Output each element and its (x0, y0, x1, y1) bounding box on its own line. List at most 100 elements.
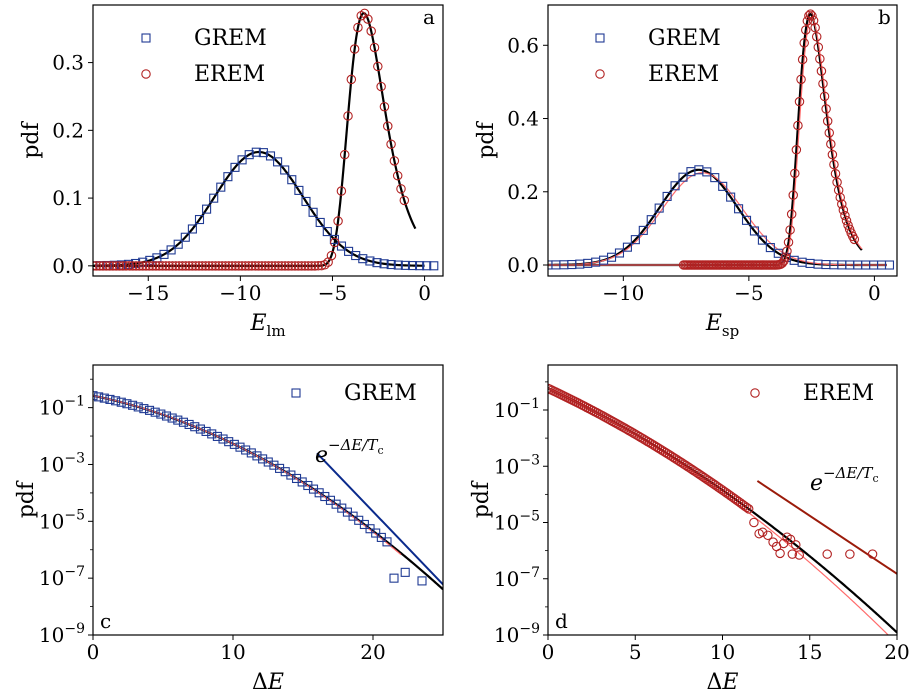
grem-point (407, 261, 418, 271)
x-tick-label: 5 (629, 640, 642, 664)
erem-point (154, 261, 164, 271)
y-tick-label: 0.6 (507, 33, 539, 57)
legend-label-grem: GREM (194, 26, 267, 51)
x-tick-label: 10 (710, 640, 735, 664)
grem-point (379, 259, 389, 269)
erem-point (808, 15, 819, 26)
grem-point (93, 391, 98, 401)
grem-point (702, 167, 712, 177)
grem-point (258, 148, 268, 158)
erem-point (838, 205, 849, 215)
erem-point (822, 549, 832, 559)
grem-point (315, 217, 325, 228)
erem-point (786, 209, 797, 219)
panel-label: c (100, 609, 111, 633)
erem-point (833, 185, 844, 195)
erem-point (131, 261, 141, 271)
erem-point (346, 74, 357, 85)
grem-point (757, 235, 767, 245)
y-tick-label: 10−1 (39, 394, 85, 420)
erem-point (399, 195, 410, 206)
grem-point (372, 258, 382, 268)
erem-point (141, 261, 151, 271)
fit-curve (93, 394, 443, 591)
grem-point (662, 191, 672, 201)
x-axis-label: Esp (705, 311, 739, 340)
x-tick-label: −10 (602, 281, 644, 305)
grem-point (614, 248, 625, 258)
grem-point (429, 261, 439, 271)
erem-point (101, 261, 111, 271)
erem-point (280, 261, 290, 271)
grem-point (128, 400, 138, 410)
erem-point (326, 250, 337, 261)
grem-point (173, 239, 183, 249)
grem-point (301, 196, 311, 207)
erem-point (801, 25, 811, 35)
axes-frame (547, 4, 898, 277)
grem-point (252, 451, 262, 461)
erem-point (111, 261, 121, 271)
erem-point (763, 530, 773, 541)
erem-point (286, 261, 297, 271)
grem-point (265, 151, 276, 161)
grem-point (230, 162, 240, 172)
grem-point (622, 242, 632, 252)
grem-point (710, 173, 720, 183)
grem-point (741, 215, 752, 225)
erem-point (214, 261, 224, 271)
erem-point (104, 261, 115, 271)
grem-point (235, 442, 245, 452)
erem-point (785, 534, 796, 545)
erem-point (813, 42, 824, 53)
legend-marker-erem (750, 388, 760, 398)
erem-point (270, 261, 280, 271)
grem-point (749, 226, 760, 236)
erem-point (389, 156, 400, 166)
erem-point (777, 258, 788, 268)
erem-point (790, 168, 800, 179)
y-tick-label: 0.3 (52, 51, 84, 75)
erem-point (824, 128, 835, 138)
erem-point (184, 261, 194, 271)
erem-point (794, 550, 805, 560)
grem-point (167, 413, 177, 423)
grem-point (166, 245, 176, 255)
erem-point (171, 261, 181, 271)
grem-point (202, 204, 212, 214)
erem-point (290, 261, 300, 271)
legend-marker-grem (595, 33, 605, 43)
erem-point (190, 261, 201, 271)
erem-point (797, 54, 808, 65)
alt-fit-curve (93, 395, 402, 556)
grem-point (294, 185, 304, 195)
erem-point (167, 261, 178, 271)
grem-point (734, 204, 744, 214)
x-tick-label: 0 (418, 281, 431, 305)
erem-point (293, 261, 304, 271)
y-tick-label: 10−9 (39, 621, 85, 647)
grem-point (190, 422, 200, 432)
erem-point (396, 184, 406, 194)
grem-point (237, 155, 247, 165)
erem-point (114, 261, 125, 271)
grem-point (638, 225, 648, 235)
y-tick-label: 10−7 (494, 565, 540, 591)
grem-point (386, 260, 396, 270)
panel-label: b (878, 5, 891, 29)
erem-point (821, 104, 831, 114)
erem-point (818, 78, 828, 89)
erem-point (220, 261, 231, 271)
erem-point (207, 261, 217, 271)
erem-point (791, 540, 801, 550)
erem-point (161, 261, 171, 271)
legend-marker-erem (595, 69, 605, 79)
erem-point (845, 549, 855, 559)
y-tick-label: 10−5 (494, 509, 540, 535)
erem-point (253, 261, 264, 271)
erem-point (127, 261, 138, 271)
erem-point (791, 145, 802, 155)
axes-frame (92, 364, 444, 636)
erem-point (243, 261, 254, 271)
erem-point (796, 74, 806, 85)
